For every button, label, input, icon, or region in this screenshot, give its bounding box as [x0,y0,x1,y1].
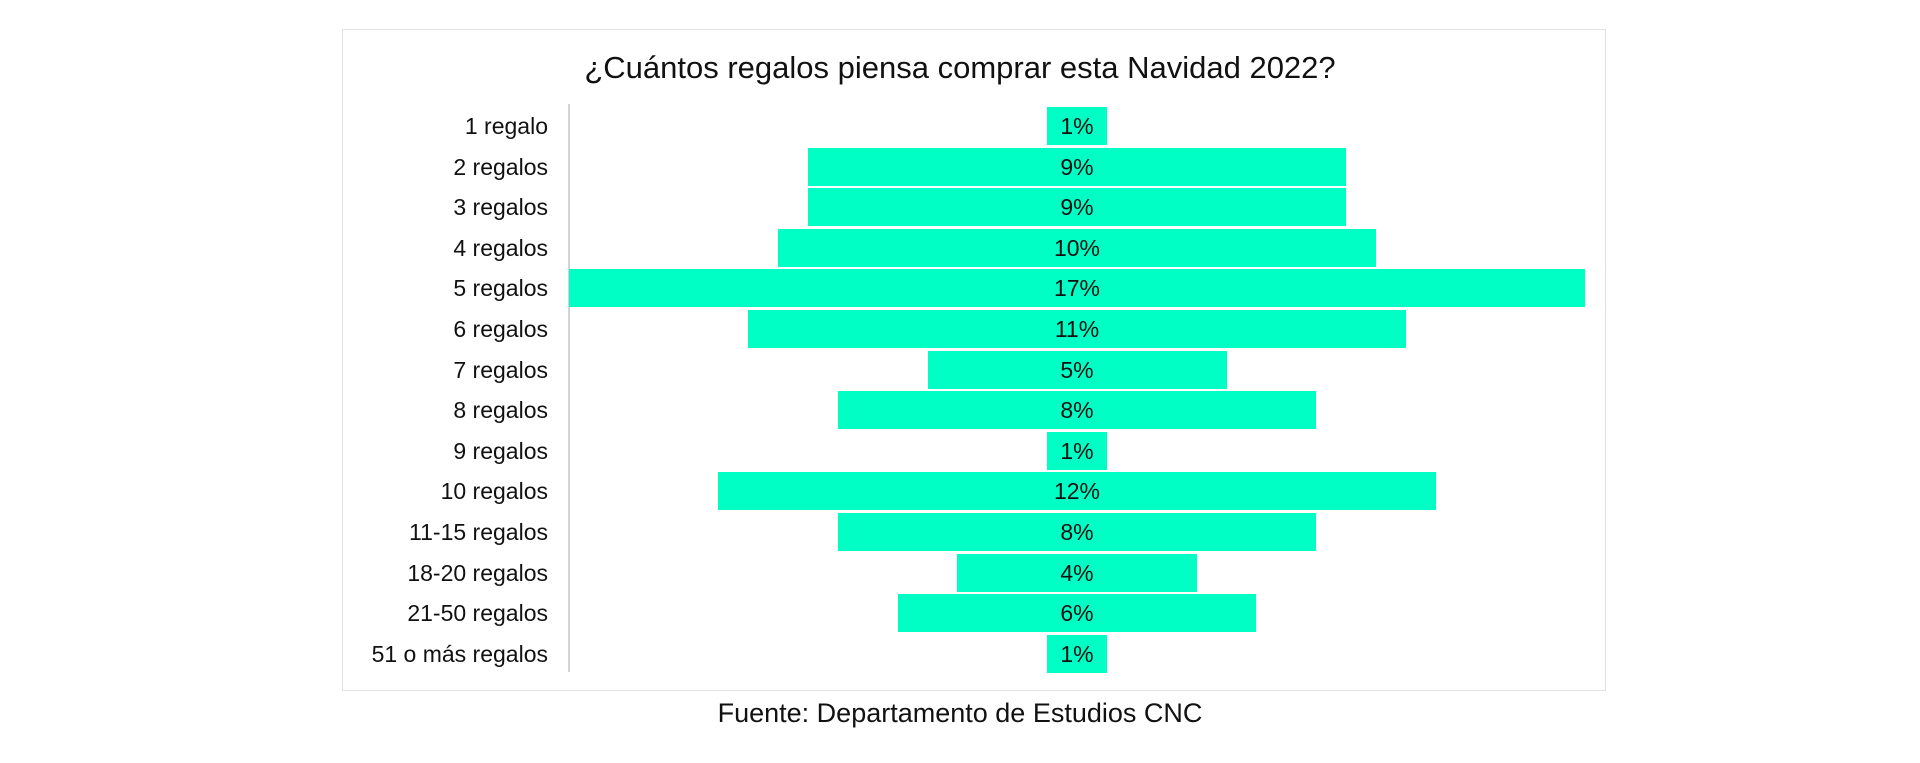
bar [927,350,1227,389]
category-label: 51 o más regalos [371,640,548,667]
chart-title: ¿Cuántos regalos piensa comprar esta Nav… [584,50,1336,85]
category-label: 4 regalos [453,234,548,261]
bar [778,228,1376,267]
category-label: 2 regalos [453,153,548,180]
data-label: 4% [1060,559,1094,586]
category-label: 3 regalos [453,194,548,221]
category-label: 11-15 regalos [409,519,548,545]
data-label: 9% [1060,153,1094,180]
data-label: 1% [1060,437,1094,464]
bar [1047,634,1107,673]
data-label: 12% [1053,478,1101,505]
bar [748,310,1406,348]
category-label: 7 regalos [453,356,548,383]
data-label: 11% [1054,316,1100,342]
bar [807,188,1347,227]
data-label: 9% [1060,194,1094,221]
bar [957,553,1197,592]
bar [837,391,1317,430]
bar [897,594,1257,633]
source-note: Fuente: Departamento de Estudios CNC [717,698,1203,728]
data-label: 8% [1060,519,1094,545]
category-label: 8 regalos [453,397,548,424]
category-label: 18-20 regalos [407,559,548,586]
data-label: 1% [1060,640,1094,667]
bar [807,147,1347,186]
bar [1047,107,1107,145]
data-label: 10% [1053,234,1101,261]
category-label: 5 regalos [453,275,548,302]
category-label: 1 regalo [464,113,548,139]
data-label: 5% [1060,356,1094,383]
category-axis-line [568,104,570,672]
category-label: 21-50 regalos [407,600,548,627]
bar [837,513,1317,551]
category-label: 10 regalos [440,478,548,505]
bar [568,269,1586,308]
bar [718,472,1436,511]
data-label: 8% [1060,397,1094,424]
category-label: 6 regalos [453,316,548,342]
data-label: 17% [1053,275,1101,302]
bar [1047,431,1107,470]
category-label: 9 regalos [453,437,548,464]
data-label: 1% [1060,113,1094,139]
data-label: 6% [1060,600,1094,627]
